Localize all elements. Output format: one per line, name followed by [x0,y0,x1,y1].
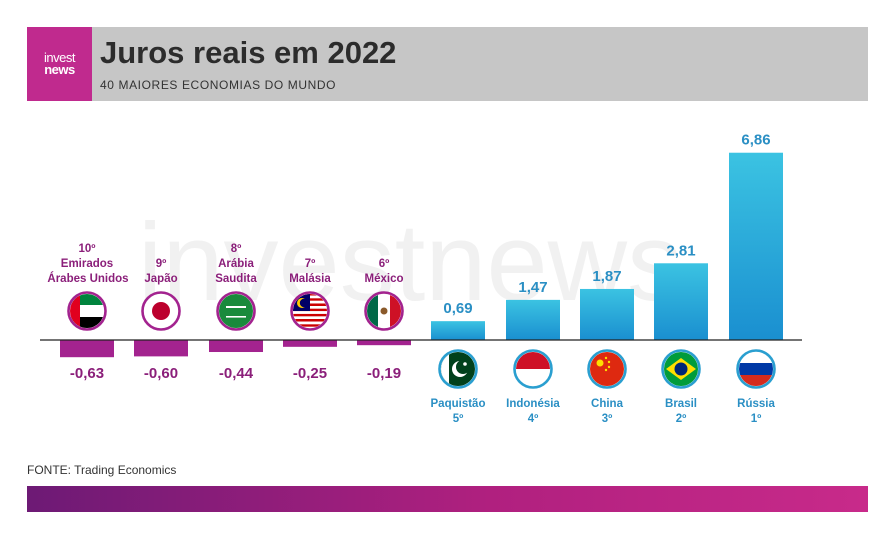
category-label-8-0: Brasil [665,398,697,410]
bar-4 [357,340,411,346]
category-label-7-0: China [591,398,624,410]
category-label-4-0: 6º [379,258,390,270]
category-label-1-1: Japão [144,273,177,285]
category-label-2-1: Arábia [218,258,254,270]
category-label-0-0: 10º [79,243,96,255]
bar-0 [60,340,114,358]
russia-flag-icon [736,349,776,389]
value-label-2: -0,44 [219,365,254,382]
bar-5 [431,321,485,340]
value-label-3: -0,25 [293,365,327,382]
pakistan-flag-icon [438,349,478,389]
mexico-flag-icon [364,291,404,331]
category-label-5-0: Paquistão [431,398,486,410]
bar-7 [580,288,634,340]
category-label-2-2: Saudita [215,273,257,285]
category-label-5-1: 5º [453,413,464,425]
category-label-9-0: Rússia [737,398,775,410]
category-label-6-0: Indonésia [506,398,560,410]
bar-3 [283,340,337,347]
chart-subtitle: 40 MAIORES ECONOMIAS DO MUNDO [100,78,337,92]
value-label-9: 6,86 [741,132,770,149]
category-label-1-0: 9º [156,258,167,270]
category-label-8-1: 2º [676,413,687,425]
category-label-6-1: 4º [528,413,539,425]
bar-6 [506,299,560,340]
value-label-7: 1,87 [592,268,621,285]
bar-8 [654,263,708,340]
source-note: FONTE: Trading Economics [27,463,177,477]
footer-gradient-bar [27,486,868,512]
china-flag-icon [587,349,627,389]
malaysia-flag-icon [290,291,330,331]
chart-title: Juros reais em 2022 [100,35,397,70]
bar-9 [729,152,783,340]
value-label-5: 0,69 [443,300,472,317]
category-label-7-1: 3º [602,413,613,425]
bar-2 [209,340,263,353]
category-label-3-0: 7º [305,258,316,270]
logo-line-1: invest [44,50,75,65]
bar-1 [134,340,188,357]
saudi-flag-icon [216,291,256,331]
category-label-9-1: 1º [751,413,762,425]
brazil-flag-icon [661,349,701,389]
value-label-8: 2,81 [666,242,695,259]
chart-header: invest news Juros reais em 2022 40 MAIOR… [27,27,868,101]
category-label-2-0: 8º [231,243,242,255]
uae-flag-icon [67,291,107,331]
indonesia-flag-icon [513,349,553,389]
category-label-0-2: Árabes Unidos [47,272,128,285]
category-label-3-1: Malásia [289,273,331,285]
category-label-4-1: México [365,273,404,285]
value-label-0: -0,63 [70,365,104,382]
value-label-4: -0,19 [367,365,401,382]
investnews-logo: invest news [27,27,92,101]
value-label-6: 1,47 [518,279,547,296]
japan-flag-icon [141,291,181,331]
logo-line-2: news [44,62,75,77]
category-label-0-1: Emirados [61,258,113,270]
value-label-1: -0,60 [144,365,178,382]
